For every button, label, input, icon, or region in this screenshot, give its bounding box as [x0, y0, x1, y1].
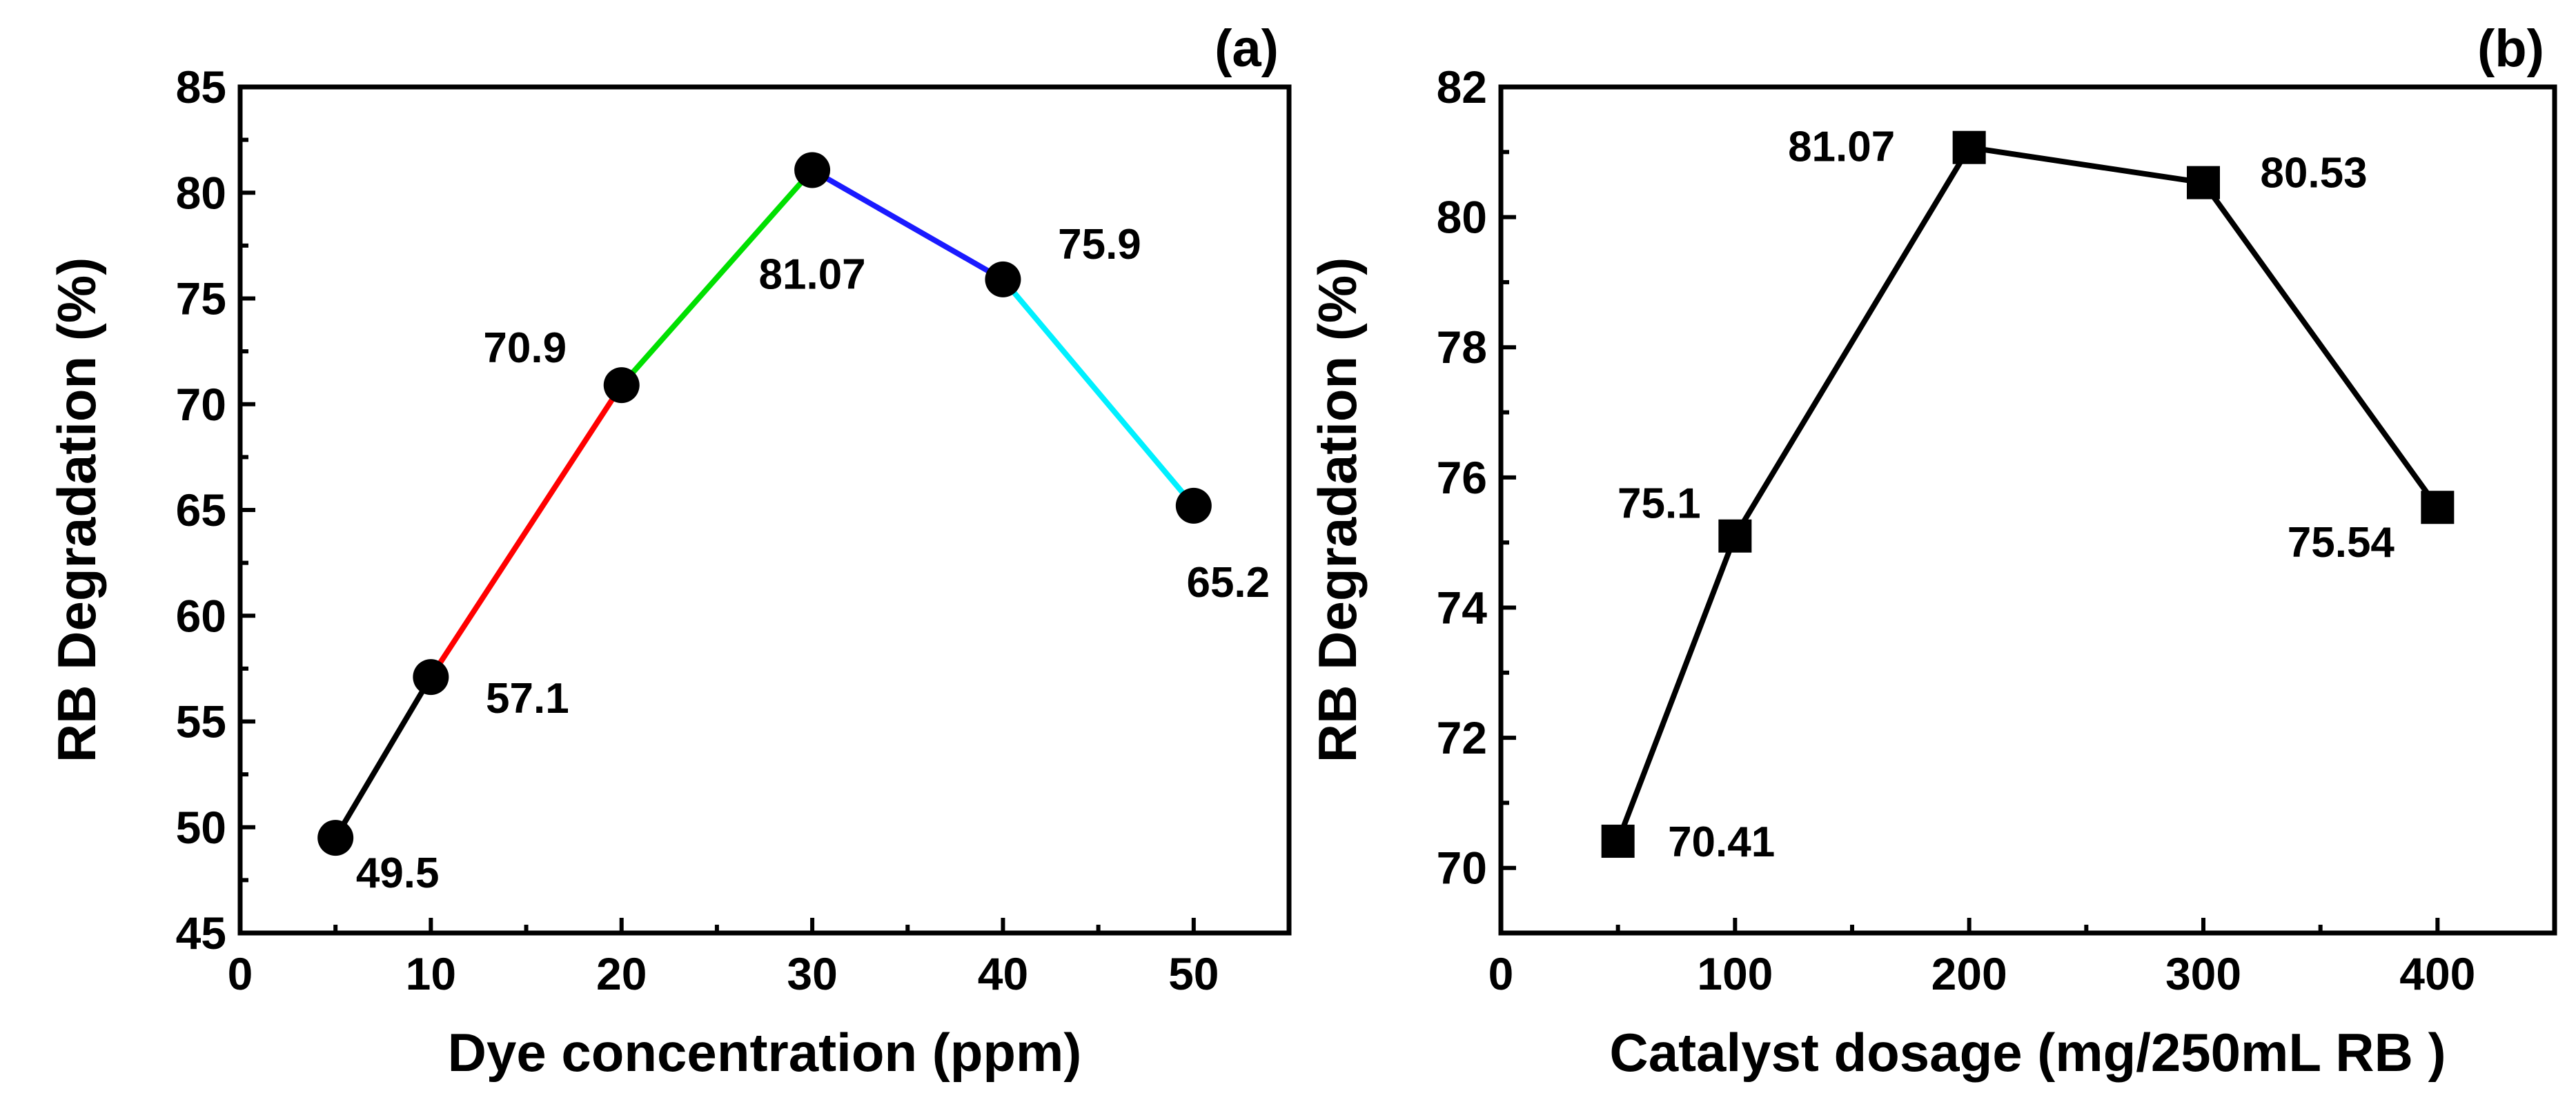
panel-a-series-segment	[428, 382, 625, 680]
panel-a-data-label: 70.9	[483, 324, 567, 372]
panel-a-data-point	[603, 367, 640, 404]
panel-a-y-axis-title: RB Degradation (%)	[46, 257, 107, 763]
panel-a-y-tick-label: 65	[176, 484, 226, 536]
panel-b-y-tick-label: 70	[1437, 843, 1487, 894]
panel-b-data-label: 75.1	[1618, 480, 1701, 528]
panel-b-y-tick-label: 78	[1437, 322, 1487, 373]
panel-a-y-tick-label: 85	[176, 61, 226, 112]
panel-b-data-point	[1952, 130, 1986, 164]
panel-b-y-tick-label: 80	[1437, 192, 1487, 243]
panel-a-y-tick-label: 75	[176, 273, 226, 324]
panel-b-x-tick-label: 300	[2165, 948, 2241, 999]
panel-b-data-point	[1718, 519, 1752, 553]
panel-a-x-tick-label: 30	[787, 948, 837, 999]
panel-b-x-axis-title: Catalyst dosage (mg/250mL RB )	[1609, 1022, 2446, 1083]
panel-a-x-tick-label: 20	[596, 948, 647, 999]
panel-a-data-label: 57.1	[486, 675, 569, 723]
panel-a-series-segment	[618, 167, 816, 389]
panel-b-data-label: 75.54	[2288, 519, 2395, 567]
panel-b-series-segment	[2201, 179, 2441, 511]
panel-b-series-segment	[1732, 144, 1972, 539]
panel-a-data-point	[794, 152, 831, 188]
panel-a-x-tick-label: 50	[1168, 948, 1219, 999]
panel-b-catalyst-dosage-chart: 0 100 200 300 400 70 72 74 76 78 80 82 Catalyst dosa…	[1307, 19, 2557, 1083]
panel-a-y-tick-label: 70	[176, 379, 226, 430]
panel-b-y-tick-label: 72	[1437, 712, 1487, 763]
panel-b-data-point	[2421, 491, 2455, 524]
panel-a-series-segment	[809, 167, 1006, 282]
panel-b-panel-label: (b)	[2477, 19, 2544, 78]
panel-a-x-axis-title: Dye concentration (ppm)	[448, 1022, 1082, 1083]
panel-b-data-point	[1601, 825, 1635, 858]
panel-b-x-tick-label: 100	[1697, 948, 1773, 999]
panel-b-plot-frame	[1498, 84, 2557, 936]
panel-a-y-tick-label: 80	[176, 167, 226, 218]
panel-a-dye-concentration-chart: 0 10 20 30 40 50 45 50 55 60 65 70 75 80 85 Dye concent…	[46, 19, 1292, 1083]
panel-a-y-tick-label: 50	[176, 802, 226, 853]
panel-b-data-label: 80.53	[2260, 150, 2367, 197]
panel-a-x-tick-label: 10	[406, 948, 456, 999]
panel-b-data-label: 70.41	[1668, 818, 1775, 866]
panel-a-data-point	[985, 261, 1021, 297]
panel-b-series-segment	[1615, 533, 1738, 845]
panel-a-x-tick-label: 40	[978, 948, 1028, 999]
panel-b-data-label: 81.07	[1788, 124, 1895, 171]
panel-a-y-tick-label: 60	[176, 590, 226, 641]
panel-a-data-point	[413, 659, 449, 696]
panel-b-x-tick-label: 0	[1488, 948, 1514, 999]
panel-a-y-tick-label: 55	[176, 696, 226, 747]
panel-a-plot-frame	[237, 84, 1292, 936]
panel-a-series-segment	[333, 674, 434, 841]
panel-a-data-label: 65.2	[1186, 559, 1270, 607]
panel-a-data-label: 49.5	[356, 849, 440, 897]
panel-a-data-point	[1175, 487, 1212, 524]
panel-b-x-tick-label: 400	[2399, 948, 2475, 999]
panel-b-y-tick-label: 76	[1437, 452, 1487, 503]
panel-b-x-tick-label: 200	[1931, 948, 2007, 999]
panel-a-x-tick-label: 0	[228, 948, 253, 999]
panel-a-data-label: 75.9	[1058, 221, 1141, 268]
panel-b-y-tick-label: 74	[1437, 582, 1488, 633]
panel-a-y-tick-label: 45	[176, 907, 226, 959]
panel-a-data-label: 81.07	[759, 250, 866, 298]
panel-a-data-point	[317, 820, 354, 856]
panel-b-y-tick-label: 82	[1437, 61, 1487, 112]
panel-b-series-segment	[1966, 144, 2206, 186]
panel-b-data-point	[2187, 166, 2220, 199]
panel-a-panel-label: (a)	[1215, 19, 1279, 78]
panel-a-series-segment	[1000, 276, 1197, 509]
panel-b-y-axis-title: RB Degradation (%)	[1307, 257, 1368, 763]
